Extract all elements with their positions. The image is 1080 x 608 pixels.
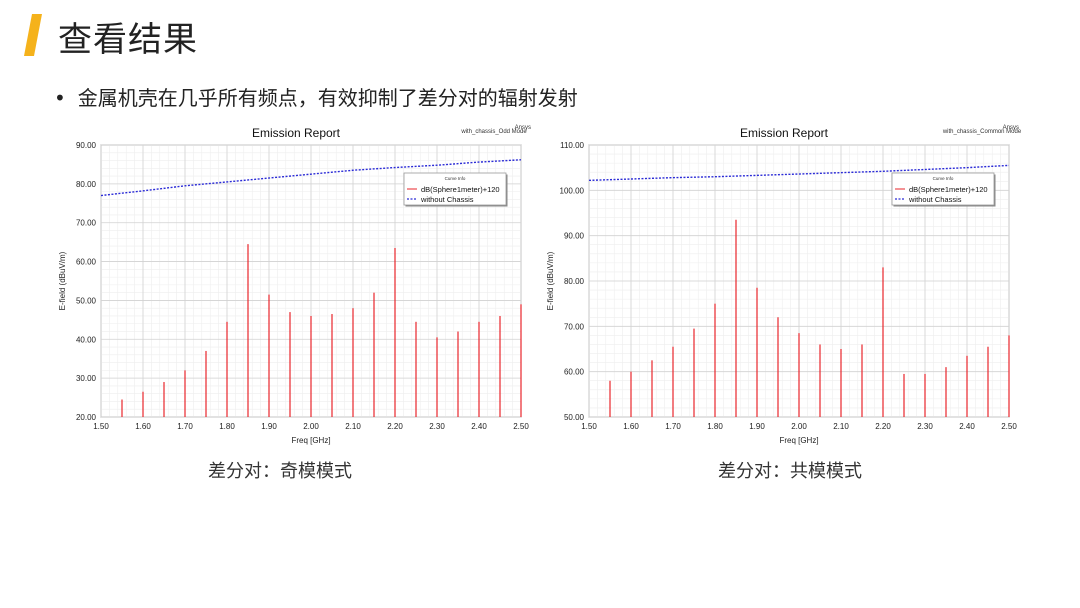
y-tick-label: 80.00 <box>564 277 585 286</box>
x-axis-label: Freq [GHz] <box>779 436 818 445</box>
x-tick-label: 1.90 <box>261 422 277 431</box>
x-tick-label: 2.00 <box>791 422 807 431</box>
chart-title: Emission Report <box>740 126 829 140</box>
x-axis-label: Freq [GHz] <box>291 436 330 445</box>
legend-label-dashed: without Chassis <box>420 195 474 204</box>
y-tick-label: 40.00 <box>76 335 97 344</box>
without-chassis-line <box>588 164 1010 182</box>
y-tick-label: 50.00 <box>564 413 585 422</box>
legend-title: Curve Info <box>445 176 466 181</box>
x-tick-label: 2.10 <box>833 422 849 431</box>
x-tick-label: 1.60 <box>623 422 639 431</box>
y-tick-label: 30.00 <box>76 374 97 383</box>
y-axis-label: E-field (dBuV/m) <box>58 251 67 310</box>
x-tick-label: 1.70 <box>665 422 681 431</box>
bullet-dot-icon: • <box>54 86 66 110</box>
brand-label: Ansys <box>515 125 531 131</box>
x-tick-label: 1.50 <box>581 422 597 431</box>
x-tick-label: 2.20 <box>387 422 403 431</box>
y-axis-label: E-field (dBuV/m) <box>546 251 555 310</box>
legend-box <box>891 172 995 206</box>
y-tick-label: 100.00 <box>560 186 585 195</box>
bullet-text: 金属机壳在几乎所有频点，有效抑制了差分对的辐射发射 <box>77 86 578 110</box>
x-tick-label: 2.30 <box>917 422 933 431</box>
y-tick-label: 70.00 <box>564 322 585 331</box>
x-tick-label: 1.60 <box>135 422 151 431</box>
x-tick-label: 1.80 <box>219 422 235 431</box>
x-tick-label: 2.50 <box>1001 422 1017 431</box>
y-tick-label: 50.00 <box>76 296 97 305</box>
chart-common-mode-svg: Emission Report with_chassis_Common ModeA… <box>546 125 1022 445</box>
x-tick-label: 2.10 <box>345 422 361 431</box>
chart-common-mode: Emission Report with_chassis_Common Mode A… <box>544 118 1024 453</box>
y-tick-label: 110.00 <box>560 141 584 150</box>
x-tick-label: 2.30 <box>429 422 445 431</box>
chart-title: Emission Report <box>252 126 341 140</box>
legend-title: Curve Info <box>933 176 954 181</box>
x-tick-label: 2.40 <box>959 422 975 431</box>
legend-label-stem: dB(Sphere1meter)+120 <box>909 185 988 194</box>
chart-tag-label: with_chassis_Common Mode <box>942 129 1022 135</box>
y-tick-label: 90.00 <box>76 141 97 150</box>
y-tick-label: 60.00 <box>76 258 97 267</box>
y-tick-label: 60.00 <box>564 368 585 377</box>
y-tick-label: 20.00 <box>76 413 97 422</box>
x-tick-label: 2.20 <box>875 422 891 431</box>
legend-box <box>403 172 507 206</box>
y-tick-label: 90.00 <box>564 232 585 241</box>
x-tick-label: 1.80 <box>707 422 723 431</box>
chart-odd-mode: Emission Report with_chassis_Odd Mode Ansy… <box>56 118 536 453</box>
y-tick-label: 80.00 <box>76 180 97 189</box>
without-chassis-line <box>100 159 522 197</box>
legend-label-dashed: without Chassis <box>908 195 962 204</box>
caption-common-mode: 差分对：共模模式 <box>718 461 862 482</box>
x-tick-label: 2.00 <box>303 422 319 431</box>
slide-title: 查看结果 <box>58 20 198 60</box>
legend-label-stem: dB(Sphere1meter)+120 <box>421 185 500 194</box>
brand-label: Ansys <box>1003 125 1019 131</box>
x-tick-label: 1.70 <box>177 422 193 431</box>
x-tick-label: 1.50 <box>93 422 109 431</box>
caption-odd-mode: 差分对：奇模模式 <box>208 461 352 482</box>
chart-tag-label: with_chassis_Odd Mode <box>460 129 527 135</box>
x-tick-label: 2.50 <box>513 422 529 431</box>
bullet-point: • 金属机壳在几乎所有频点，有效抑制了差分对的辐射发射 <box>54 82 578 111</box>
x-tick-label: 1.90 <box>749 422 765 431</box>
title-accent-bar <box>24 14 42 56</box>
y-tick-label: 70.00 <box>76 219 97 228</box>
x-tick-label: 2.40 <box>471 422 487 431</box>
chart-odd-mode-svg: Emission Report with_chassis_Odd ModeAnsy… <box>58 125 531 445</box>
